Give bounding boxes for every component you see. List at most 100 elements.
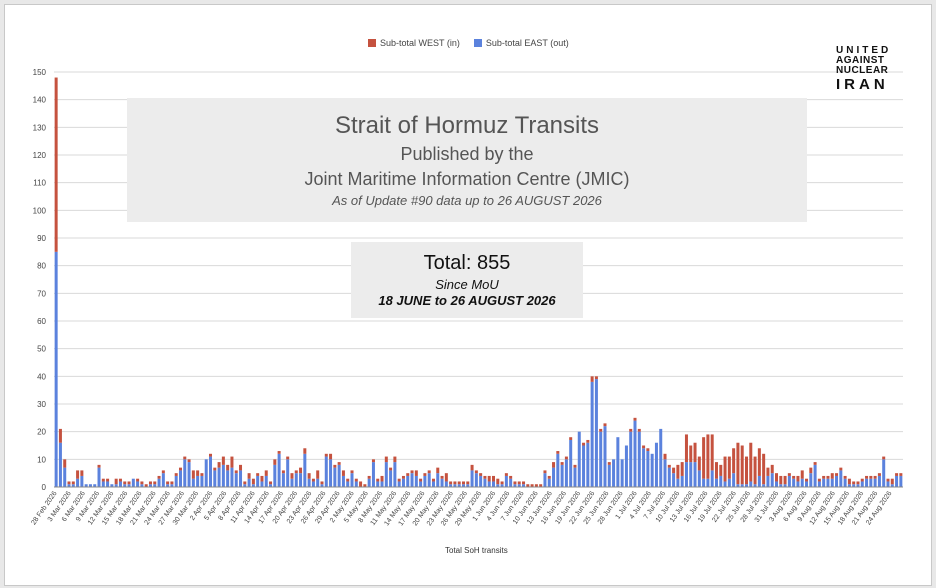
bar-west bbox=[749, 442, 753, 482]
chart-subtitle-published: Published by the bbox=[400, 144, 534, 164]
y-tick-label: 20 bbox=[37, 428, 46, 437]
bar-west bbox=[239, 464, 243, 471]
bar-west bbox=[213, 467, 217, 471]
bar-west bbox=[337, 462, 341, 465]
bar-east bbox=[329, 459, 333, 487]
bar-west bbox=[251, 478, 255, 485]
bar-west bbox=[800, 470, 804, 479]
bar-west bbox=[106, 478, 110, 482]
bar-east bbox=[676, 478, 680, 487]
bar-east bbox=[732, 473, 736, 487]
bar-west bbox=[517, 481, 521, 485]
y-tick-label: 140 bbox=[33, 96, 47, 105]
bar-east bbox=[427, 473, 431, 487]
chart-legend: Sub-total WEST (in) Sub-total EAST (out) bbox=[368, 38, 569, 48]
bar-west bbox=[461, 481, 465, 485]
bar-west bbox=[547, 475, 551, 479]
bar-west bbox=[509, 475, 513, 479]
bar-east bbox=[847, 484, 851, 487]
bar-west bbox=[260, 475, 264, 482]
bar-east bbox=[667, 467, 671, 487]
bar-west bbox=[543, 470, 547, 474]
bar-west bbox=[329, 453, 333, 460]
bar-west bbox=[384, 456, 388, 463]
bar-east bbox=[522, 484, 526, 487]
bar-west bbox=[414, 470, 418, 476]
bar-east bbox=[294, 473, 298, 487]
logo-line-united: UNITED bbox=[836, 45, 892, 56]
bar-east bbox=[157, 478, 161, 487]
bar-east bbox=[97, 467, 101, 487]
bar-east bbox=[603, 426, 607, 487]
y-tick-label: 130 bbox=[33, 123, 47, 132]
bar-west bbox=[847, 478, 851, 485]
bar-east bbox=[783, 484, 787, 487]
bar-east bbox=[890, 484, 894, 487]
bar-east bbox=[757, 475, 761, 487]
bar-east bbox=[286, 459, 290, 487]
bar-east bbox=[93, 484, 97, 487]
bar-east bbox=[243, 484, 247, 487]
bar-east bbox=[148, 484, 152, 487]
bar-east bbox=[178, 470, 182, 487]
bar-east bbox=[590, 381, 594, 487]
bar-east bbox=[226, 470, 230, 487]
bar-east bbox=[213, 470, 217, 487]
bar-west bbox=[174, 473, 178, 476]
bar-west bbox=[161, 470, 165, 474]
bar-east bbox=[805, 481, 809, 487]
bar-east bbox=[886, 481, 890, 487]
bar-west bbox=[264, 470, 268, 476]
bar-east bbox=[779, 484, 783, 487]
bar-west bbox=[376, 478, 380, 482]
bar-east bbox=[852, 484, 856, 487]
bar-east bbox=[71, 484, 75, 487]
bar-east bbox=[209, 456, 213, 487]
bar-east bbox=[792, 478, 796, 487]
bar-west bbox=[230, 456, 234, 468]
bar-west bbox=[234, 470, 238, 474]
bar-west bbox=[277, 451, 281, 454]
y-tick-label: 70 bbox=[37, 289, 46, 298]
bar-west bbox=[526, 484, 530, 487]
bar-east bbox=[817, 481, 821, 487]
bar-west bbox=[822, 475, 826, 479]
bar-west bbox=[54, 77, 58, 252]
bar-west bbox=[346, 478, 350, 482]
bar-east bbox=[582, 445, 586, 487]
bar-west bbox=[805, 478, 809, 482]
bar-west bbox=[419, 478, 423, 482]
bar-east bbox=[277, 453, 281, 487]
bar-west bbox=[341, 470, 345, 476]
bar-east bbox=[599, 431, 603, 487]
bar-east bbox=[470, 470, 474, 487]
bar-east bbox=[787, 475, 791, 487]
bar-west bbox=[178, 467, 182, 471]
bar-east bbox=[170, 484, 174, 487]
legend-swatch-east bbox=[473, 39, 482, 47]
bar-west bbox=[170, 481, 174, 485]
y-tick-label: 150 bbox=[33, 68, 47, 77]
bar-east bbox=[509, 478, 513, 487]
bar-west bbox=[217, 462, 221, 468]
bar-east bbox=[830, 478, 834, 487]
bar-west bbox=[196, 470, 200, 476]
bar-east bbox=[744, 484, 748, 487]
bar-east bbox=[620, 459, 624, 487]
bar-west bbox=[406, 473, 410, 476]
bar-west bbox=[603, 423, 607, 427]
bar-east bbox=[140, 484, 144, 487]
bar-west bbox=[813, 462, 817, 465]
bar-east bbox=[371, 462, 375, 487]
bar-east bbox=[436, 473, 440, 487]
bar-west bbox=[599, 428, 603, 432]
bar-west bbox=[127, 481, 131, 485]
bar-west bbox=[123, 481, 127, 485]
bar-west bbox=[359, 481, 363, 487]
bar-west bbox=[762, 453, 766, 485]
bar-east bbox=[419, 481, 423, 487]
bar-east bbox=[586, 442, 590, 487]
bar-east bbox=[414, 475, 418, 487]
bar-east bbox=[461, 484, 465, 487]
